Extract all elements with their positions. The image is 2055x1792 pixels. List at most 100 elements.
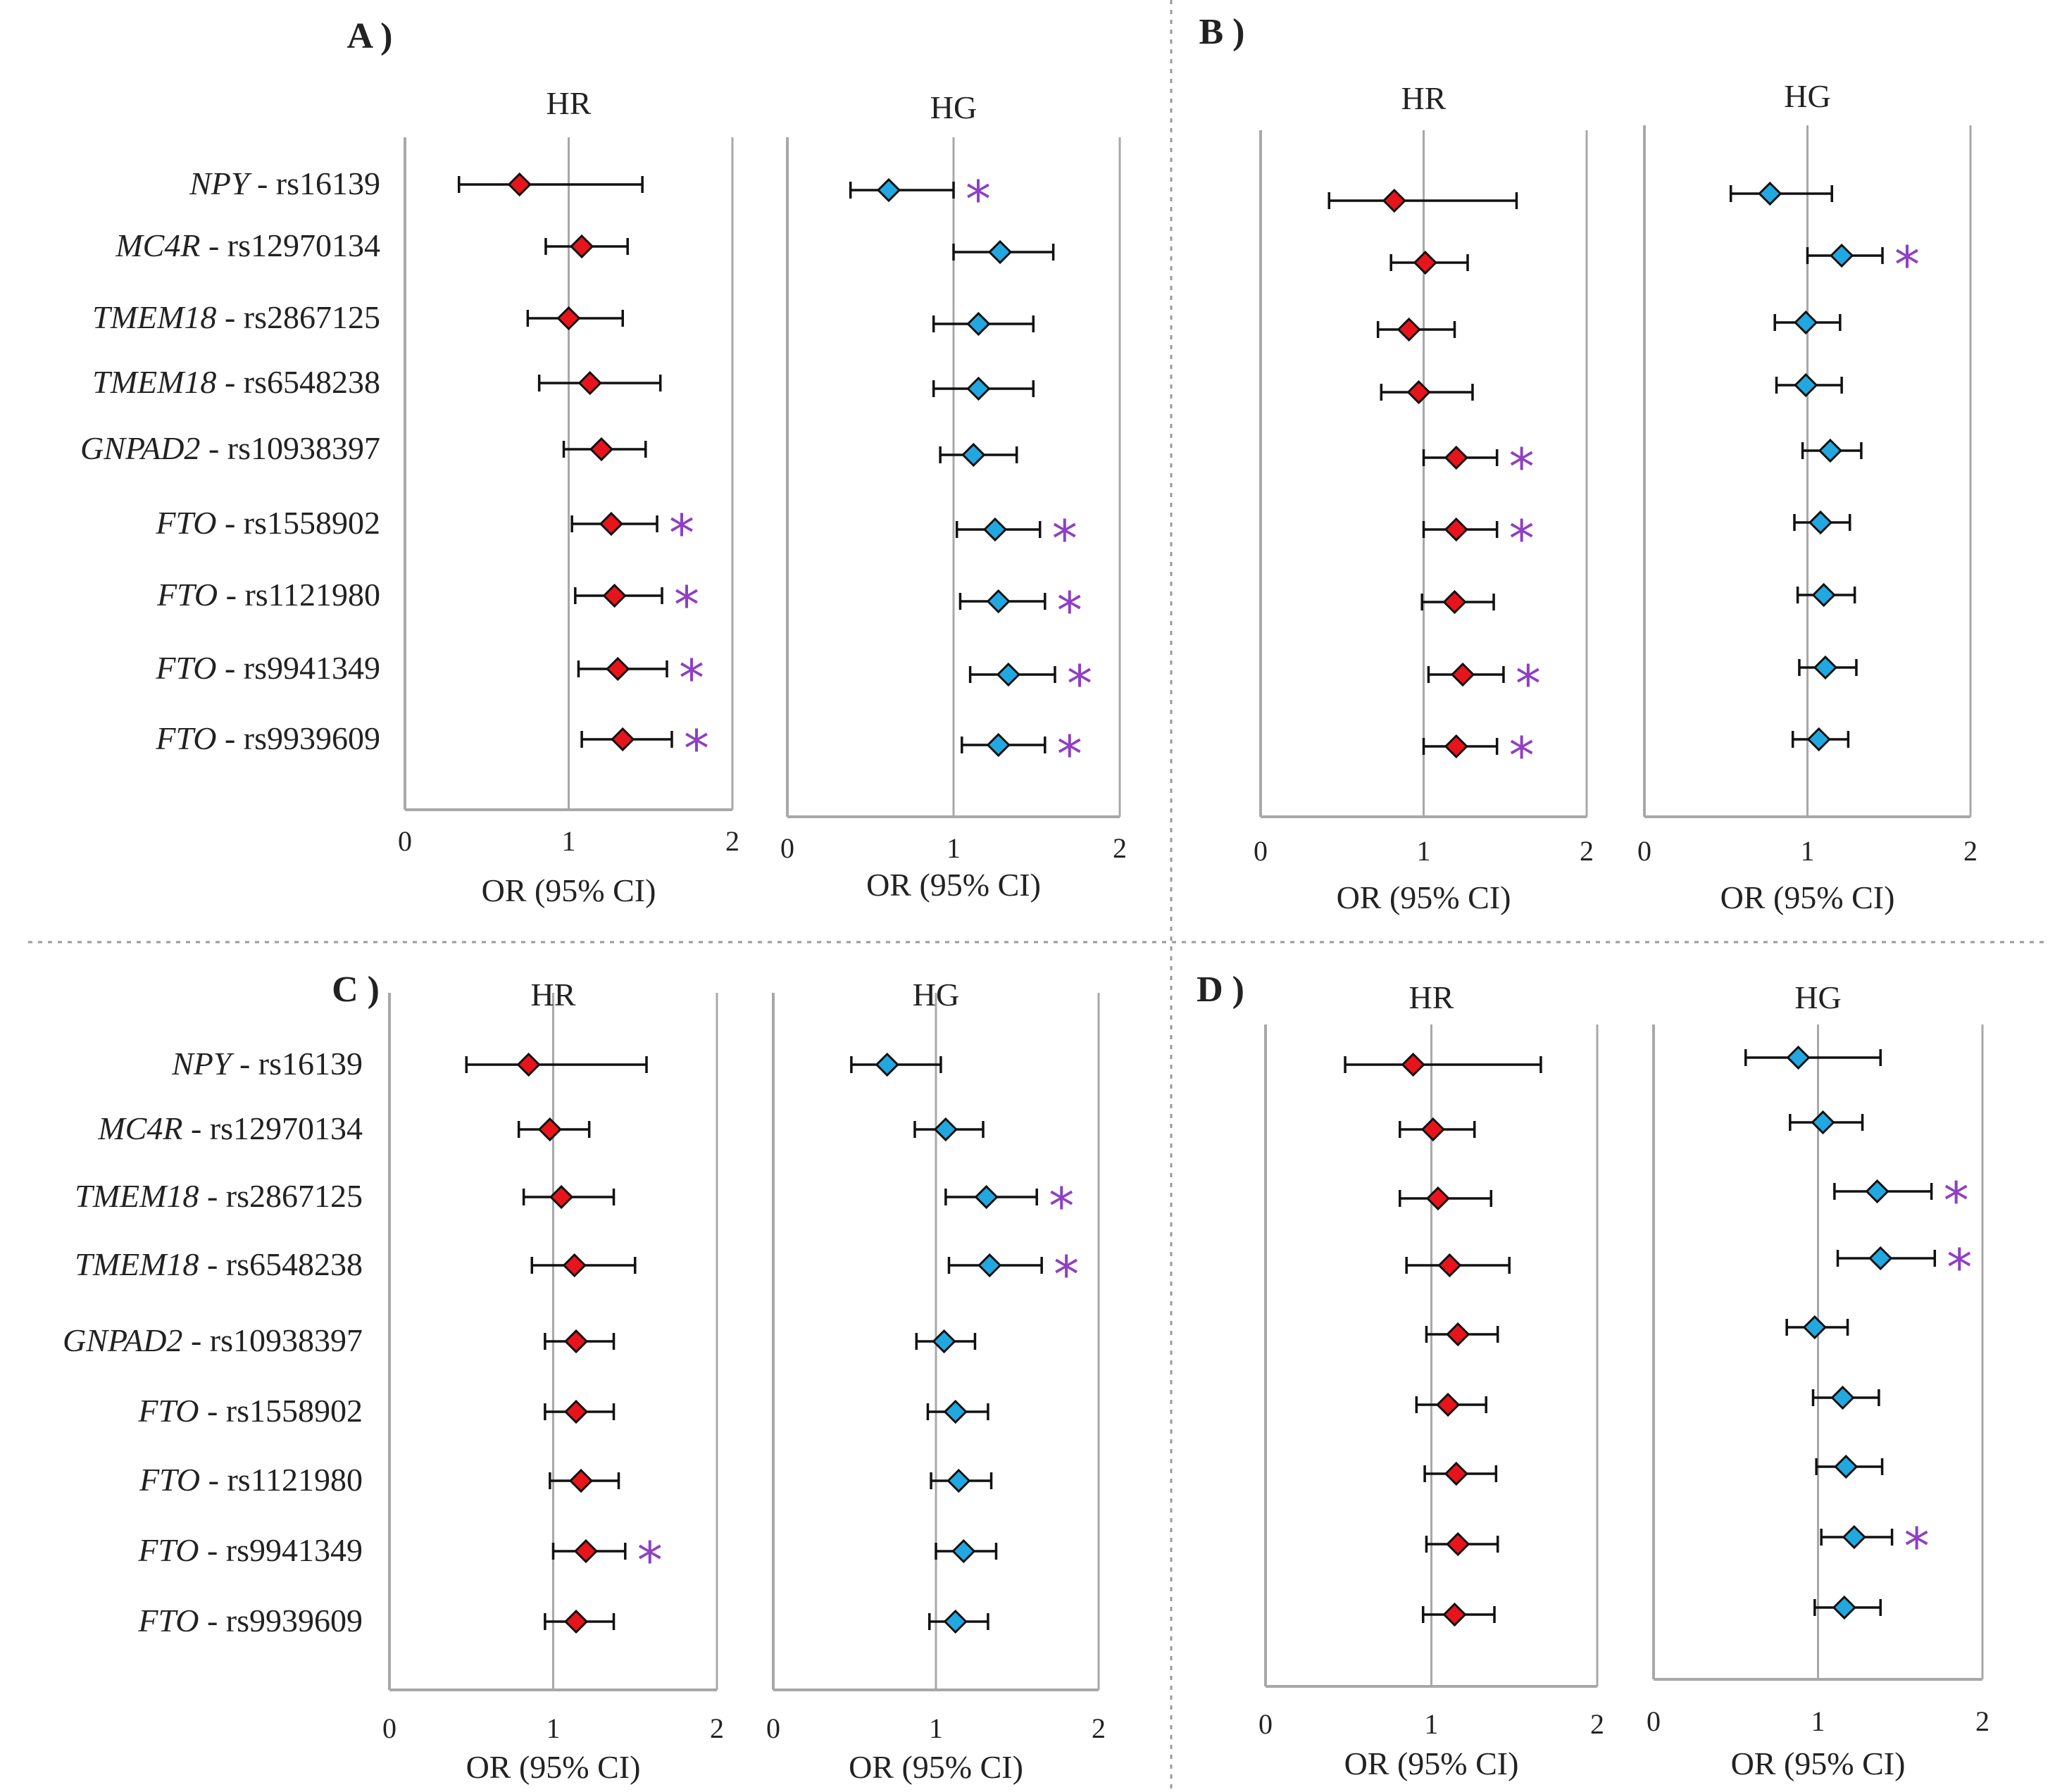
subplot-heading: HG xyxy=(1784,78,1830,114)
data-point xyxy=(928,1609,989,1634)
subplot-hr: HR 0 1 2 OR (95% CI) * xyxy=(382,977,724,1785)
significance-asterisk: * xyxy=(1894,235,1920,294)
gene-name: FTO xyxy=(137,1532,199,1568)
snp-id: rs1121980 xyxy=(227,1462,363,1498)
odds-ratio-marker xyxy=(1444,734,1468,759)
x-tick-label: 1 xyxy=(1425,1708,1439,1740)
significance-asterisk: * xyxy=(1947,1238,1972,1297)
significance-asterisk: * xyxy=(1054,1245,1079,1304)
data-point xyxy=(457,172,644,197)
gene-name: MC4R xyxy=(115,227,200,263)
data-point xyxy=(1420,589,1495,615)
data-point xyxy=(530,1253,637,1278)
significance-asterisk: * xyxy=(637,1531,663,1590)
data-point xyxy=(915,1329,977,1354)
odds-ratio-marker xyxy=(974,1184,999,1210)
panel-title: D ) xyxy=(1197,970,1244,1010)
data-point: * xyxy=(1806,235,1920,294)
odds-ratio-marker xyxy=(933,1117,958,1142)
x-tick-label: 2 xyxy=(1113,832,1127,864)
odds-ratio-marker xyxy=(947,1468,971,1493)
snp-id: rs16139 xyxy=(258,1046,363,1082)
odds-ratio-marker xyxy=(1444,517,1468,542)
x-tick-label: 2 xyxy=(710,1712,724,1744)
x-tick-label: 2 xyxy=(1963,835,1978,867)
x-tick-label: 0 xyxy=(382,1712,396,1744)
data-point: * xyxy=(1422,437,1535,496)
label-separator: - xyxy=(200,1462,227,1498)
gene-name: NPY xyxy=(171,1046,235,1082)
x-tick-label: 1 xyxy=(1801,835,1815,867)
odds-ratio-marker xyxy=(1786,1045,1811,1070)
odds-ratio-marker xyxy=(569,234,594,259)
panel-b: B ) HR 0 1 2 OR (95% CI) * * * * HG 0 1 2 OR (95% CI) * xyxy=(1199,12,1978,915)
data-point: * xyxy=(1427,654,1541,713)
data-point: * xyxy=(968,654,1092,713)
gene-name: FTO xyxy=(155,650,216,686)
snp-id: rs1558902 xyxy=(226,1393,363,1429)
label-separator: - xyxy=(182,1322,209,1358)
gene-name: MC4R xyxy=(97,1110,182,1146)
snp-row-label: GNPAD2 - rs10938397 xyxy=(63,1322,363,1358)
gene-name: GNPAD2 xyxy=(63,1322,182,1358)
odds-ratio-marker xyxy=(986,732,1011,758)
data-point xyxy=(1791,727,1850,752)
data-point: * xyxy=(1422,509,1535,568)
subplot-heading: HG xyxy=(930,89,977,125)
subplot-heading: HG xyxy=(913,977,959,1013)
odds-ratio-marker xyxy=(1865,1179,1890,1204)
data-point xyxy=(1399,1186,1493,1211)
subplot-hr: HR 0 1 2 OR (95% CI) * * * * xyxy=(1254,80,1594,915)
subplot-heading: HR xyxy=(531,977,576,1013)
snp-row-label: NPY - rs16139 xyxy=(189,165,380,201)
label-separator: - xyxy=(216,364,243,400)
x-tick-label: 1 xyxy=(1417,835,1431,867)
x-tick-label: 0 xyxy=(1647,1705,1661,1737)
x-tick-label: 2 xyxy=(1590,1708,1604,1740)
snp-id: rs1558902 xyxy=(244,505,380,541)
x-axis-label: OR (95% CI) xyxy=(1337,879,1511,915)
snp-id: rs12970134 xyxy=(210,1110,363,1146)
odds-ratio-marker xyxy=(606,656,630,682)
data-point: * xyxy=(849,170,991,229)
data-point xyxy=(1380,380,1474,405)
data-point xyxy=(1744,1045,1882,1070)
significance-asterisk: * xyxy=(1944,1171,1969,1230)
x-axis-label: OR (95% CI) xyxy=(849,1749,1023,1785)
subplot-hg: HG 0 1 2 OR (95% CI) * * xyxy=(766,977,1106,1785)
snp-id: rs6548238 xyxy=(244,364,380,400)
data-point xyxy=(517,1117,591,1142)
gene-name: FTO xyxy=(137,1603,199,1639)
odds-ratio-marker xyxy=(1413,250,1437,275)
snp-row-label: FTO - rs9941349 xyxy=(155,650,380,686)
data-point xyxy=(952,239,1055,265)
odds-ratio-marker xyxy=(1444,445,1468,470)
odds-ratio-marker xyxy=(1811,582,1836,608)
odds-ratio-marker xyxy=(1832,1595,1856,1620)
x-axis-label: OR (95% CI) xyxy=(866,867,1041,903)
odds-ratio-marker xyxy=(1425,1186,1451,1211)
odds-ratio-marker xyxy=(611,727,635,752)
odds-ratio-marker xyxy=(602,583,627,608)
x-tick-label: 1 xyxy=(947,832,961,864)
data-point: * xyxy=(1836,1238,1972,1297)
snp-row-label: MC4R - rs12970134 xyxy=(97,1110,363,1146)
gene-name: FTO xyxy=(155,505,216,541)
data-point xyxy=(465,1052,648,1077)
odds-ratio-marker xyxy=(563,1329,589,1354)
gene-name: FTO xyxy=(137,1393,199,1429)
data-point xyxy=(1813,1595,1882,1620)
data-point xyxy=(1328,188,1518,213)
odds-ratio-marker xyxy=(943,1609,968,1634)
x-axis-label: OR (95% CI) xyxy=(466,1749,641,1785)
label-separator: - xyxy=(200,227,227,263)
odds-ratio-marker xyxy=(1794,372,1818,398)
data-point xyxy=(1425,1322,1499,1347)
odds-ratio-marker xyxy=(943,1399,968,1424)
significance-asterisk: * xyxy=(669,503,694,563)
odds-ratio-marker xyxy=(1813,655,1838,680)
data-point xyxy=(926,1399,989,1424)
subplot-hr: HR 0 1 2 OR (95% CI) * * * * xyxy=(398,85,739,908)
odds-ratio-marker xyxy=(1420,1117,1445,1142)
